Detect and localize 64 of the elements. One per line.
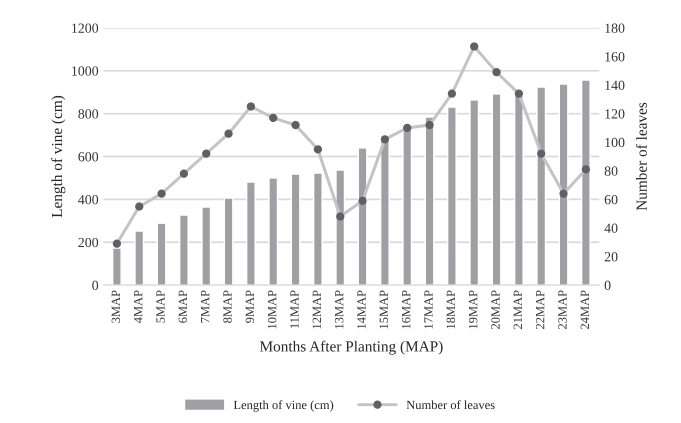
bar <box>134 230 144 286</box>
y-tick-label: 600 <box>78 152 98 162</box>
bar <box>201 206 212 286</box>
x-tick-label: 8MAP <box>223 290 232 323</box>
bar <box>558 83 568 286</box>
bar <box>178 214 189 286</box>
bar <box>446 106 457 286</box>
x-tick-label: 20MAP <box>491 290 500 330</box>
x-tick-label: 24MAP <box>580 290 589 330</box>
x-tick-label: 16MAP <box>402 290 410 328</box>
x-tick-label: 18MAP <box>446 290 456 328</box>
x-tick-label: 23MAP <box>558 290 567 330</box>
x-tick-label: 12MAP <box>312 290 321 328</box>
y2-tick-label: 60 <box>604 194 618 204</box>
x-tick-label: 5MAP <box>156 290 165 323</box>
legend-label: Length of vine (cm) <box>234 400 334 412</box>
x-tick-label: 15MAP <box>380 290 388 328</box>
bar <box>492 93 502 286</box>
x-tick-label: 4MAP <box>134 290 142 324</box>
x-tick-label: 17MAP <box>424 290 433 328</box>
bar <box>224 197 234 286</box>
y2-tick-label: 0 <box>604 280 611 290</box>
bar <box>312 172 323 286</box>
y2-tick-label: 80 <box>604 166 618 176</box>
y2-tick-label: 120 <box>605 109 624 119</box>
x-tick-label: 11MAP <box>290 290 299 328</box>
y-tick-label: 1200 <box>72 24 98 33</box>
y-tick-label: 800 <box>78 109 98 119</box>
x-tick-label: 14MAP <box>357 290 366 328</box>
x-axis-title: Months After Planting (MAP) <box>260 340 443 355</box>
bar <box>268 177 278 286</box>
x-tick-label: 6MAP <box>178 290 188 323</box>
bar <box>358 147 368 286</box>
bar <box>290 173 301 286</box>
y2-tick-label: 140 <box>605 80 624 90</box>
y2-tick-label: 160 <box>605 52 624 62</box>
x-tick-label: 3MAP <box>112 290 120 323</box>
bar <box>246 181 256 286</box>
x-tick-label: 9MAP <box>246 290 254 323</box>
y-tick-label: 0 <box>92 280 98 290</box>
bar <box>580 79 591 286</box>
x-tick-label: 21MAP <box>514 290 522 330</box>
bar <box>112 247 122 286</box>
x-tick-label: 10MAP <box>268 290 276 328</box>
x-tick-label: 19MAP <box>468 290 478 328</box>
bar <box>156 222 167 286</box>
legend-label: Number of leaves <box>406 400 495 410</box>
y-tick-label: 200 <box>78 238 98 248</box>
y2-tick-label: 40 <box>604 224 618 233</box>
bar <box>335 169 346 286</box>
y2-tick-label: 100 <box>605 138 624 148</box>
x-tick-label: 22MAP <box>536 290 544 330</box>
x-tick-label: 13MAP <box>334 290 344 328</box>
bar <box>469 99 480 286</box>
y-tick-label: 1000 <box>72 66 98 76</box>
x-tick-label: 7MAP <box>200 290 210 322</box>
y2-axis-title: Number of leaves <box>636 102 647 210</box>
y-tick-label: 400 <box>78 194 98 204</box>
bar <box>380 139 390 286</box>
y2-tick-label: 20 <box>604 252 618 262</box>
y2-tick-label: 180 <box>605 24 624 33</box>
bar <box>424 116 434 286</box>
y-axis-title: Length of vine (cm) <box>51 96 66 218</box>
bar <box>536 86 546 286</box>
